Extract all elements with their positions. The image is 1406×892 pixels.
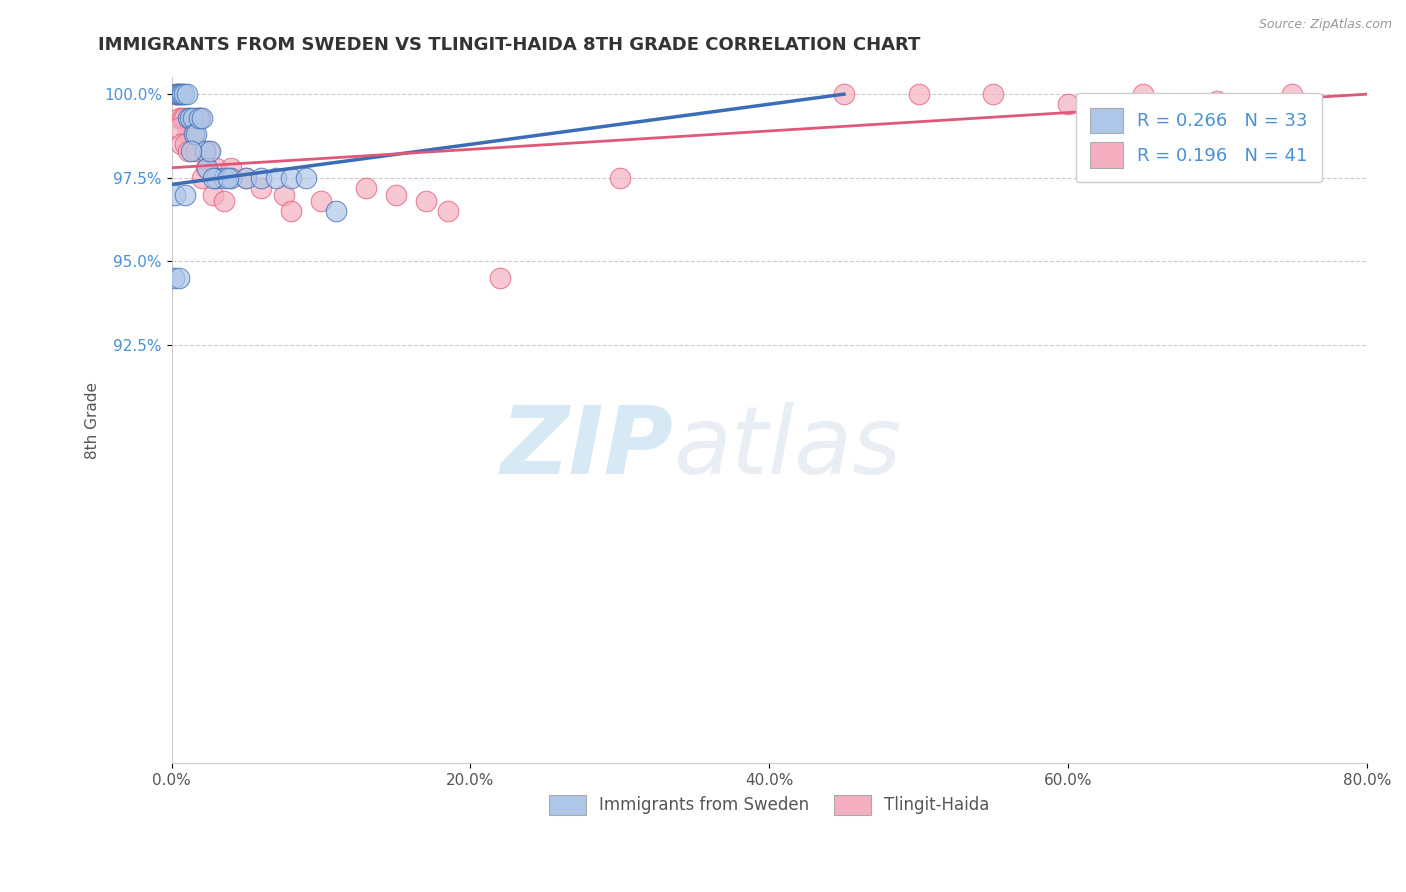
Point [172, 111, 194, 125]
Point [250, 170, 273, 185]
Point [235, 170, 257, 185]
Point [981, 87, 1004, 102]
Point [167, 87, 190, 102]
Point [169, 137, 191, 152]
Point [200, 144, 222, 158]
Point [202, 187, 225, 202]
Point [167, 111, 190, 125]
Point [1281, 87, 1303, 102]
Point [609, 170, 631, 185]
Point [165, 87, 187, 102]
Point [173, 87, 195, 102]
Point [190, 170, 212, 185]
Point [191, 144, 214, 158]
Point [176, 128, 198, 142]
Point [273, 187, 295, 202]
Point [384, 187, 406, 202]
Point [190, 111, 212, 125]
Point [172, 87, 194, 102]
Point [174, 187, 197, 202]
Point [235, 170, 257, 185]
Point [309, 194, 332, 209]
Point [176, 87, 198, 102]
Point [184, 144, 207, 158]
Point [169, 87, 191, 102]
Point [173, 111, 195, 125]
Point [166, 120, 188, 135]
Point [1206, 94, 1229, 108]
Legend: Immigrants from Sweden, Tlingit-Haida: Immigrants from Sweden, Tlingit-Haida [541, 787, 998, 823]
Point [163, 187, 186, 202]
Point [177, 111, 200, 125]
Text: Source: ZipAtlas.com: Source: ZipAtlas.com [1258, 18, 1392, 31]
Point [177, 144, 200, 158]
Point [280, 170, 302, 185]
Point [166, 87, 188, 102]
Point [183, 128, 205, 142]
Point [250, 181, 273, 195]
Point [264, 170, 287, 185]
Point [354, 181, 377, 195]
Point [180, 144, 202, 158]
Point [489, 271, 512, 285]
Point [205, 170, 228, 185]
Point [181, 128, 204, 142]
Text: IMMIGRANTS FROM SWEDEN VS TLINGIT-HAIDA 8TH GRADE CORRELATION CHART: IMMIGRANTS FROM SWEDEN VS TLINGIT-HAIDA … [98, 36, 921, 54]
Point [187, 111, 209, 125]
Point [195, 161, 218, 175]
Point [832, 87, 855, 102]
Point [907, 87, 929, 102]
Point [183, 128, 205, 142]
Point [165, 87, 187, 102]
Point [221, 161, 243, 175]
Point [295, 170, 318, 185]
Point [1132, 87, 1154, 102]
Point [437, 204, 460, 219]
Point [167, 271, 190, 285]
Point [280, 204, 302, 219]
Point [174, 137, 197, 152]
Point [186, 111, 208, 125]
Point [221, 170, 243, 185]
Point [179, 111, 201, 125]
Point [212, 170, 235, 185]
Point [415, 194, 437, 209]
Point [1057, 97, 1080, 112]
Point [198, 144, 221, 158]
Point [202, 170, 225, 185]
Point [181, 111, 204, 125]
Point [217, 170, 239, 185]
Point [184, 128, 207, 142]
Point [197, 161, 219, 175]
Text: atlas: atlas [673, 402, 901, 493]
Point [212, 194, 235, 209]
Point [188, 111, 211, 125]
Point [205, 161, 228, 175]
Point [325, 204, 347, 219]
Point [193, 144, 215, 158]
Point [163, 271, 186, 285]
Text: ZIP: ZIP [501, 401, 673, 493]
Y-axis label: 8th Grade: 8th Grade [86, 382, 100, 458]
Point [179, 128, 201, 142]
